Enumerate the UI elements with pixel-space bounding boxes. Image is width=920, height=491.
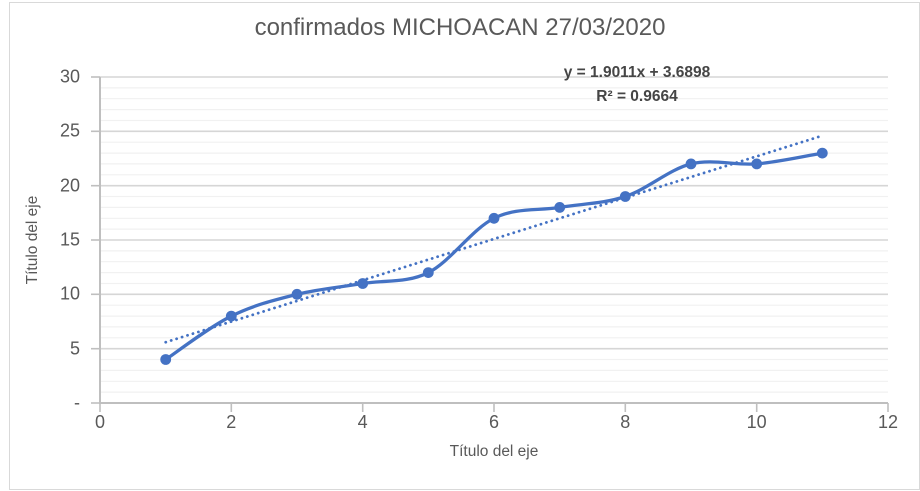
data-point-marker[interactable] xyxy=(751,158,763,170)
x-tick-label: 4 xyxy=(357,412,368,432)
data-point-marker[interactable] xyxy=(619,191,631,202)
data-point-marker[interactable] xyxy=(357,278,369,289)
x-tick-label: 12 xyxy=(877,412,899,432)
y-tick-label: - xyxy=(74,392,80,413)
x-tick-label: 8 xyxy=(620,412,631,432)
data-point-marker[interactable] xyxy=(488,212,500,224)
trendline-equation[interactable]: y = 1.9011x + 3.6898 R² = 0.9664 xyxy=(487,61,787,109)
data-point-marker[interactable] xyxy=(685,158,697,170)
x-axis-title[interactable]: Título del eje xyxy=(449,443,539,460)
x-tick-label: 6 xyxy=(488,412,499,432)
data-point-marker[interactable] xyxy=(291,288,303,300)
x-tick-label: 0 xyxy=(94,412,105,432)
data-point-marker[interactable] xyxy=(422,267,434,278)
y-tick-label: 10 xyxy=(59,283,80,304)
x-tick-label: 10 xyxy=(746,412,767,432)
chart-title[interactable]: confirmados MICHOACAN 27/03/2020 xyxy=(254,14,666,41)
trendline[interactable] xyxy=(164,134,824,344)
y-tick-label: 25 xyxy=(59,120,80,141)
x-tick-label: 2 xyxy=(226,412,237,432)
series-line[interactable] xyxy=(164,151,824,362)
y-tick-label: 15 xyxy=(59,229,80,250)
data-point-marker[interactable] xyxy=(816,147,828,159)
data-point-marker[interactable] xyxy=(554,202,566,213)
trendline-r-squared-text: R² = 0.9664 xyxy=(596,88,678,105)
data-point-marker[interactable] xyxy=(225,310,237,322)
y-tick-label: 30 xyxy=(59,66,80,87)
trendline-equation-text: y = 1.9011x + 3.6898 xyxy=(563,64,711,81)
y-tick-label: 5 xyxy=(69,338,80,359)
data-point-marker[interactable] xyxy=(160,354,172,365)
y-tick-label: 20 xyxy=(59,175,80,196)
